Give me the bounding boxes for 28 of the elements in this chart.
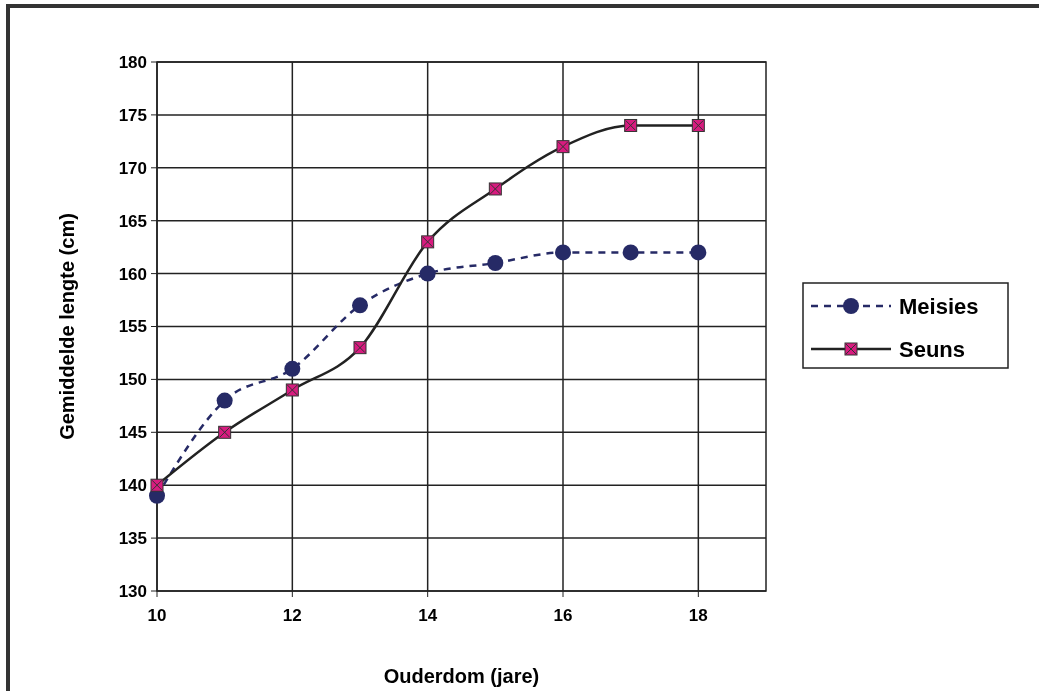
x-tick-label: 14: [418, 606, 438, 625]
y-tick-label: 165: [118, 211, 147, 231]
x-tick-label: 10: [147, 606, 167, 625]
point: [487, 255, 504, 272]
legend-label: Seuns: [899, 336, 966, 362]
y-tick-label: 130: [118, 581, 147, 601]
x-axis-title: Ouderdom (jare): [383, 665, 540, 687]
y-tick-label: 175: [118, 105, 147, 125]
legend-label: Meisies: [899, 293, 979, 319]
y-tick-label: 170: [118, 158, 147, 178]
x-tick-label: 16: [553, 606, 573, 625]
point: [690, 244, 707, 261]
y-tick-label: 140: [118, 476, 147, 496]
x-tick-label: 12: [282, 606, 302, 625]
y-tick-label: 135: [118, 529, 147, 549]
point: [352, 297, 368, 314]
y-tick-label: 145: [118, 423, 147, 443]
point: [284, 360, 301, 377]
point: [419, 265, 436, 282]
point: [555, 244, 571, 261]
point: [216, 392, 233, 409]
y-axis-title: Gemiddelde lengte (cm): [56, 213, 78, 440]
y-tick-label: 155: [118, 317, 147, 337]
y-tick-label: 180: [118, 52, 147, 72]
x-tick-label: 18: [688, 606, 708, 625]
y-tick-label: 160: [118, 264, 147, 284]
y-tick-label: 150: [118, 370, 147, 390]
point: [622, 244, 639, 261]
